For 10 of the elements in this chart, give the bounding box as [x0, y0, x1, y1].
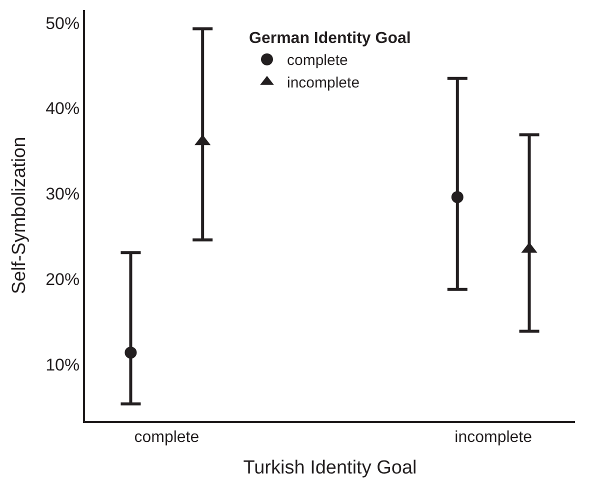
- legend-title: German Identity Goal: [249, 30, 411, 48]
- y-tick-label: 50%: [46, 14, 80, 33]
- legend-label: incomplete: [287, 74, 360, 92]
- y-axis-title: Self-Symbolization: [8, 136, 30, 294]
- x-axis-title: Turkish Identity Goal: [243, 458, 417, 478]
- y-tick-label: 20%: [46, 270, 80, 290]
- y-tick-label: 40%: [46, 99, 80, 118]
- y-tick-label: 10%: [46, 356, 80, 375]
- legend-label: complete: [287, 52, 348, 70]
- y-tick-label: 30%: [46, 184, 80, 204]
